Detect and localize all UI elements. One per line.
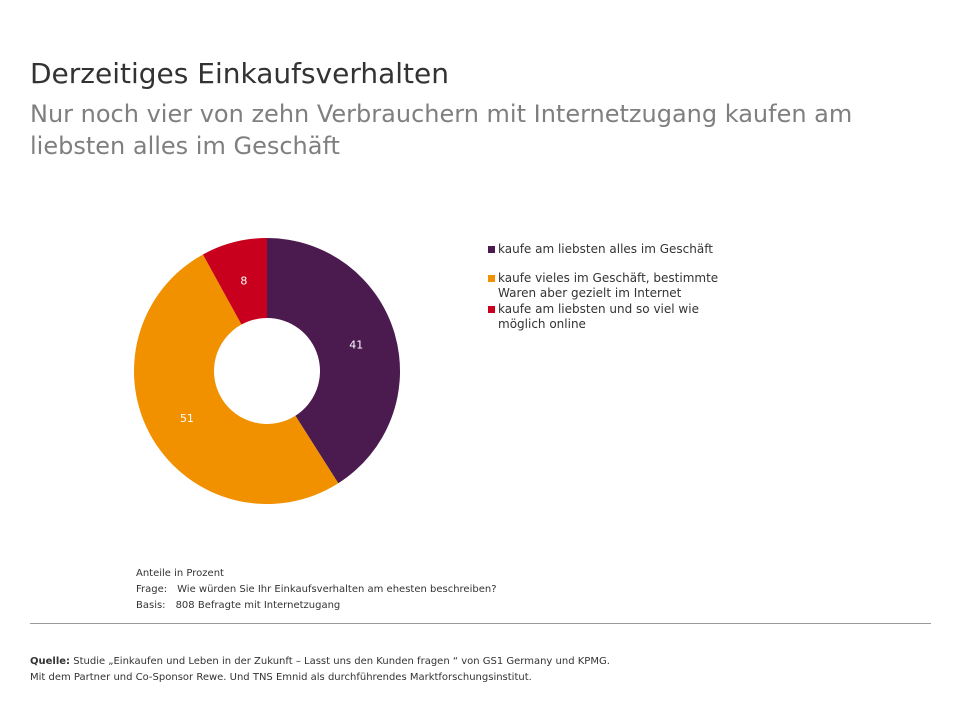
chart-subtitle: Nur noch vier von zehn Verbrauchern mit … — [30, 100, 853, 160]
source-note: Quelle: Studie „Einkaufen und Leben in d… — [30, 654, 610, 686]
legend-label-1: kaufe am liebsten alles im Geschäft — [498, 242, 713, 256]
legend-marker-1 — [488, 246, 495, 253]
chart-legend: kaufe am liebsten alles im Geschäft kaufe… — [488, 242, 738, 346]
base-note: Basis: 808 Befragte mit Internetzugang — [136, 598, 497, 614]
question-text: Wie würden Sie Ihr Einkaufsverhalten am … — [177, 584, 497, 595]
source-label: Quelle: — [30, 656, 71, 667]
legend-label-2: kaufe vieles im Geschäft, bestimmte Ware… — [498, 270, 719, 301]
legend-item-3: kaufe am liebsten und so viel wie möglic… — [488, 302, 738, 333]
source-line-1: Quelle: Studie „Einkaufen und Leben in d… — [30, 654, 610, 670]
legend-item-1: kaufe am liebsten alles im Geschäft — [488, 242, 738, 258]
legend-marker-2 — [488, 274, 495, 282]
donut-slice-3 — [202, 238, 267, 325]
slice-value-label-1: 41 — [349, 339, 363, 352]
donut-slice-1 — [267, 238, 400, 484]
legend-item-2: kaufe vieles im Geschäft, bestimmte Ware… — [488, 271, 738, 302]
chart-notes: Anteile in Prozent Frage: Wie würden Sie … — [136, 566, 497, 614]
question-note: Frage: Wie würden Sie Ihr Einkaufsverhalt… — [136, 582, 497, 598]
unit-note: Anteile in Prozent — [136, 568, 224, 579]
slice-value-label-2: 51 — [180, 412, 194, 425]
base-text: 808 Befragte mit Internetzugang — [175, 600, 341, 611]
donut-slice-labels: 41 51 8 — [180, 274, 363, 424]
donut-slice-2 — [134, 254, 339, 504]
legend-marker-3 — [488, 305, 495, 313]
legend-label-3: kaufe am liebsten und so viel wie möglic… — [498, 301, 699, 332]
footer-divider — [30, 623, 931, 624]
donut-slices — [134, 238, 400, 504]
source-text-1: Studie „Einkaufen und Leben in der Zukun… — [73, 656, 610, 667]
source-line-2: Mit dem Partner und Co-Sponsor Rewe. Und… — [30, 672, 532, 683]
question-key: Frage: — [136, 584, 168, 595]
base-key: Basis: — [136, 600, 166, 611]
chart-title: Derzeitiges Einkaufsverhalten — [30, 57, 449, 90]
slice-value-label-3: 8 — [240, 274, 247, 287]
